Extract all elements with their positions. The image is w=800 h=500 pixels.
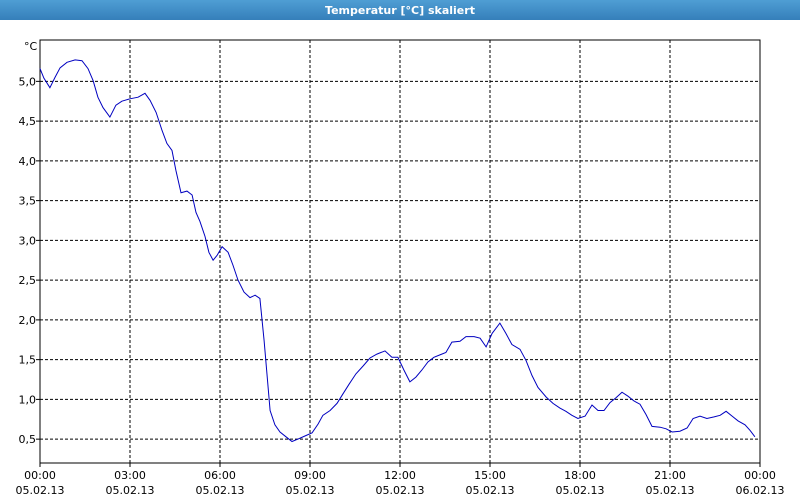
y-tick-label: 4,0 <box>19 155 37 168</box>
data-line <box>39 59 756 443</box>
x-tick-date: 05.02.13 <box>16 484 65 497</box>
y-tick-label: 5,0 <box>19 75 37 88</box>
y-tick-label: 3,0 <box>19 234 37 247</box>
y-tick-label: 1,5 <box>19 354 37 367</box>
x-tick-label: 06:00 <box>204 469 236 482</box>
x-tick-label: 09:00 <box>294 469 326 482</box>
x-tick-date: 05.02.13 <box>646 484 695 497</box>
x-tick-label: 00:00 <box>24 469 56 482</box>
x-tick-label: 03:00 <box>114 469 146 482</box>
chart-title: Temperatur [°C] skaliert <box>325 4 475 17</box>
x-tick-label: 21:00 <box>654 469 686 482</box>
x-tick-date: 05.02.13 <box>286 484 335 497</box>
x-tick-date: 05.02.13 <box>376 484 425 497</box>
y-tick-label: 0,5 <box>19 433 37 446</box>
y-tick-label: 2,0 <box>19 314 37 327</box>
y-tick-label: 3,5 <box>19 195 37 208</box>
x-tick-date: 05.02.13 <box>106 484 155 497</box>
y-tick-label: 2,5 <box>19 274 37 287</box>
y-tick-label: 4,5 <box>19 115 37 128</box>
x-tick-label: 18:00 <box>564 469 596 482</box>
x-tick-label: 12:00 <box>384 469 416 482</box>
x-tick-label: 15:00 <box>474 469 506 482</box>
plot-frame <box>39 39 761 464</box>
title-bar <box>0 0 800 20</box>
x-tick-date: 06.02.13 <box>736 484 785 497</box>
y-tick-label: 1,0 <box>19 393 37 406</box>
x-tick-label: 00:00 <box>744 469 776 482</box>
x-tick-date: 05.02.13 <box>466 484 515 497</box>
y-axis-label: °C <box>24 40 38 53</box>
x-tick-date: 05.02.13 <box>556 484 605 497</box>
x-tick-date: 05.02.13 <box>196 484 245 497</box>
